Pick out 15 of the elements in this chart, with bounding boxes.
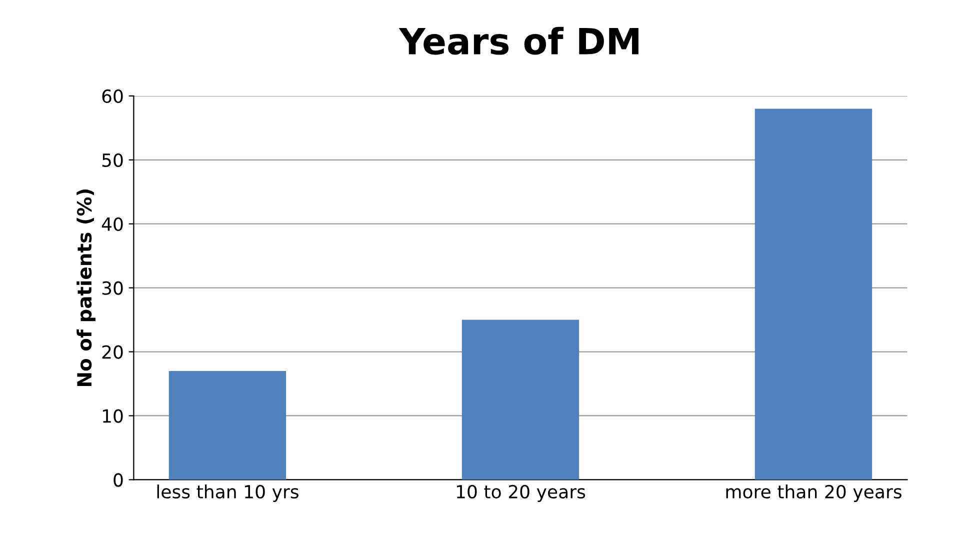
y-tick-label: 50 xyxy=(102,153,123,168)
y-axis-title: No of patients (%) xyxy=(76,190,96,386)
y-tick-label: 0 xyxy=(114,473,123,487)
y-tick-label: 10 xyxy=(102,409,123,423)
y-tick-label: 60 xyxy=(102,89,123,104)
x-tick-label: less than 10 yrs xyxy=(157,484,298,502)
x-tick-label: more than 20 years xyxy=(726,484,902,502)
bar xyxy=(462,320,580,480)
y-tick-label: 30 xyxy=(102,281,123,295)
bar xyxy=(754,108,872,480)
x-tick-label: 10 to 20 years xyxy=(456,484,586,502)
chart-title: Years of DM xyxy=(398,26,638,55)
y-tick-label: 40 xyxy=(102,217,123,231)
bar xyxy=(168,370,286,480)
y-tick-label: 20 xyxy=(102,345,123,359)
